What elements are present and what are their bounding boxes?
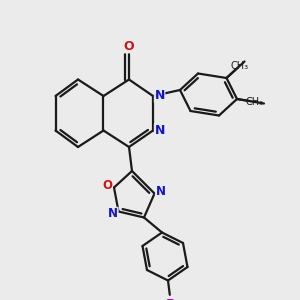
Text: N: N xyxy=(154,124,165,137)
Text: N: N xyxy=(154,89,165,103)
Text: CH₃: CH₃ xyxy=(230,61,248,71)
Text: N: N xyxy=(108,207,118,220)
Text: O: O xyxy=(124,40,134,53)
Text: CH₃: CH₃ xyxy=(245,97,263,107)
Text: F: F xyxy=(166,298,174,300)
Text: N: N xyxy=(155,185,166,198)
Text: O: O xyxy=(102,179,112,192)
